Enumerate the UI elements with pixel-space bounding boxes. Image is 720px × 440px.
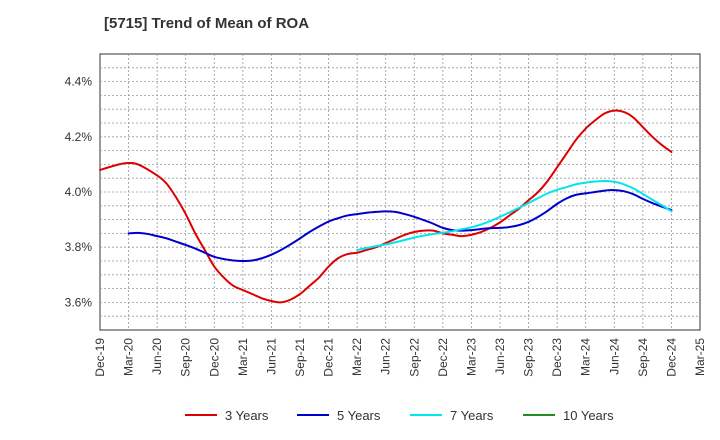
x-tick-label: Mar-24 (579, 338, 593, 376)
x-axis-ticks: Dec-19 Mar-20 Jun-20 Sep-20 Dec-20 Mar-21 Jun-… (93, 338, 707, 377)
x-tick-label: Dec-23 (550, 338, 564, 377)
legend-label-5-years: 5 Years (337, 408, 381, 423)
y-axis-ticks: 3.6% 3.8% 4.0% 4.2% 4.4% (65, 75, 93, 310)
x-tick-label: Jun-22 (379, 338, 393, 375)
y-tick-label: 3.8% (65, 240, 93, 254)
x-tick-label: Sep-24 (636, 338, 650, 377)
y-tick-label: 3.6% (65, 295, 93, 309)
legend: 3 Years 5 Years 7 Years 10 Years (185, 408, 614, 423)
x-tick-label: Sep-21 (293, 338, 307, 377)
x-tick-label: Dec-19 (93, 338, 107, 377)
x-tick-label: Mar-23 (464, 338, 478, 376)
chart-title: [5715] Trend of Mean of ROA (104, 15, 309, 32)
x-tick-label: Dec-22 (436, 338, 450, 377)
x-tick-label: Mar-20 (122, 338, 136, 376)
x-tick-label: Mar-25 (693, 338, 707, 376)
x-tick-label: Dec-24 (664, 338, 678, 377)
x-tick-label: Mar-22 (350, 338, 364, 376)
x-tick-label: Dec-20 (207, 338, 221, 377)
legend-label-3-years: 3 Years (225, 408, 269, 423)
series-lines (99, 109, 673, 304)
y-tick-label: 4.2% (65, 130, 93, 144)
legend-label-10-years: 10 Years (563, 408, 614, 423)
x-tick-label: Jun-24 (607, 338, 621, 375)
x-tick-label: Mar-21 (236, 338, 250, 376)
x-tick-label: Sep-20 (179, 338, 193, 377)
x-tick-label: Jun-20 (150, 338, 164, 375)
y-tick-label: 4.0% (65, 185, 93, 199)
grid-lines (100, 54, 700, 330)
series-line-5-years (127, 189, 673, 262)
series-line-3-years (99, 109, 673, 304)
x-tick-label: Sep-23 (522, 338, 536, 377)
x-tick-label: Dec-21 (322, 338, 336, 377)
x-tick-label: Sep-22 (407, 338, 421, 377)
y-tick-label: 4.4% (65, 75, 93, 89)
x-tick-label: Jun-23 (493, 338, 507, 375)
legend-label-7-years: 7 Years (450, 408, 494, 423)
x-tick-label: Jun-21 (264, 338, 278, 375)
series-line-7-years (356, 179, 673, 251)
